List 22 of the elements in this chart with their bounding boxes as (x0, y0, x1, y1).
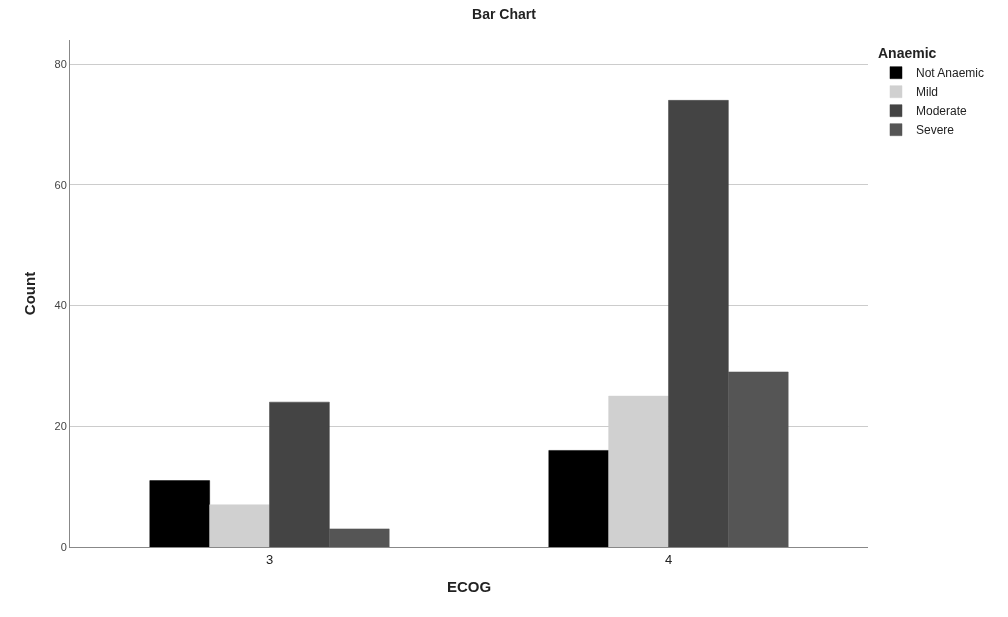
bar (149, 480, 210, 547)
legend-title: Anaemic (877, 45, 937, 62)
bar (548, 450, 609, 547)
y-tick-label: 0 (60, 540, 67, 553)
chart-title: Bar Chart (472, 6, 537, 23)
y-tick-label: 80 (54, 57, 67, 70)
legend-label: Severe (915, 123, 955, 138)
bar (728, 371, 789, 547)
y-tick-label: 40 (54, 299, 67, 312)
x-tick-label: 3 (265, 551, 274, 567)
bar (329, 528, 390, 547)
x-axis-title: ECOG (446, 577, 492, 595)
y-tick-label: 20 (54, 420, 67, 433)
legend-label: Moderate (915, 104, 967, 119)
bar (668, 100, 729, 547)
legend-label: Not Anaemic (915, 66, 985, 81)
y-axis-title: Count (20, 271, 38, 316)
bar (209, 504, 270, 547)
x-tick-label: 4 (664, 551, 673, 567)
legend-label: Mild (915, 85, 938, 100)
y-tick-label: 60 (54, 178, 67, 191)
bar (269, 401, 330, 547)
